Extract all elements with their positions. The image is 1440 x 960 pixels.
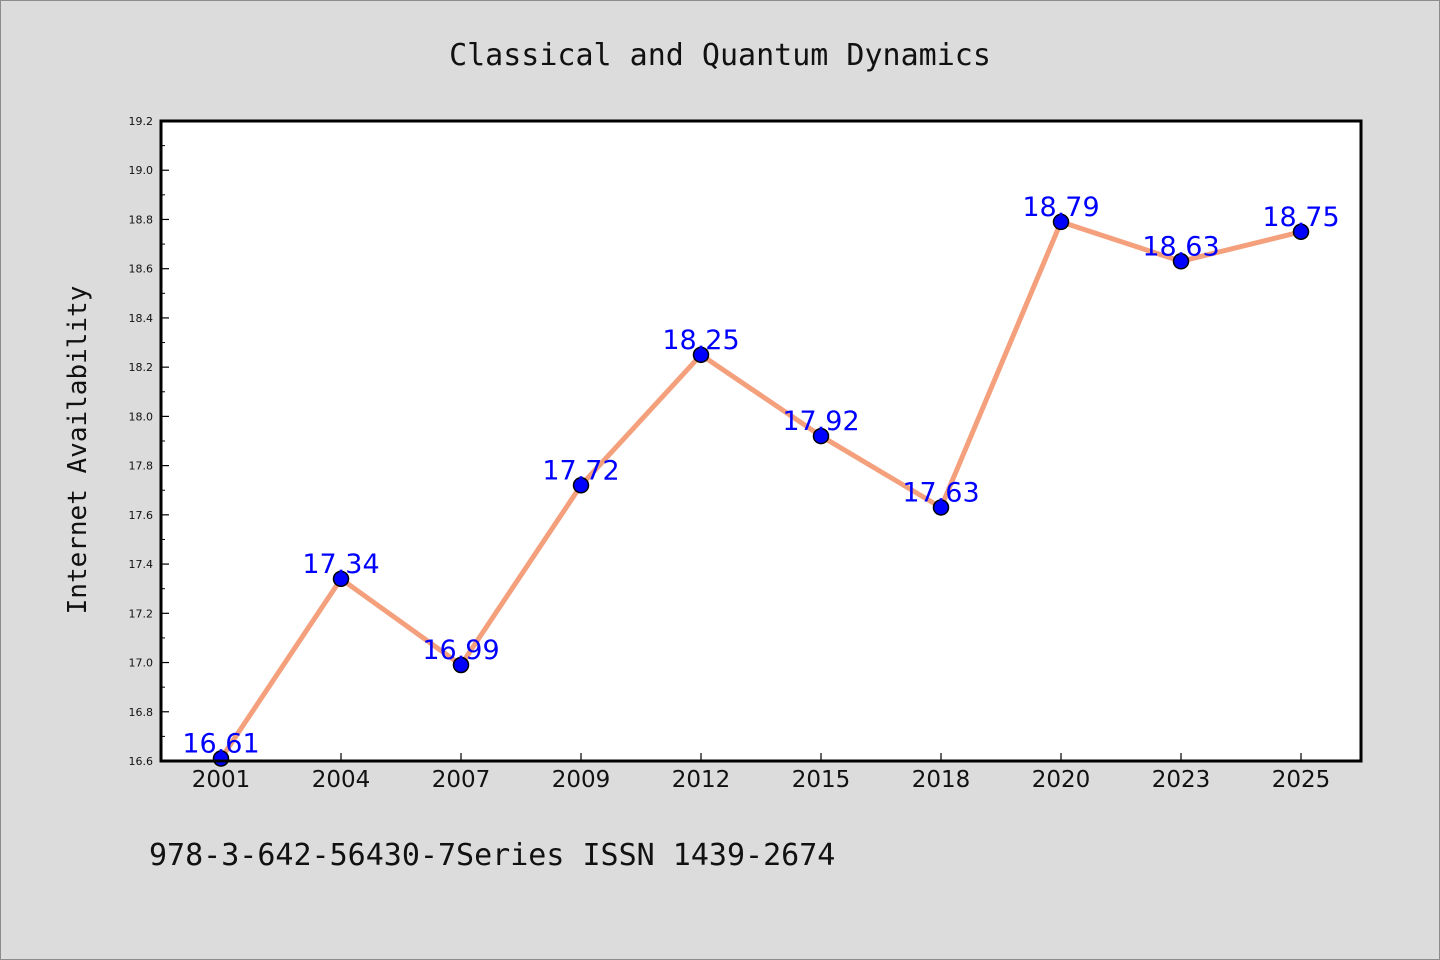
- data-label: 16.99: [422, 635, 499, 666]
- series-line: [218, 219, 1304, 762]
- y-tick-label: 19.0: [129, 164, 154, 177]
- y-tick-label: 18.8: [129, 213, 154, 226]
- plot-frame: [159, 119, 1363, 763]
- data-label: 17.92: [782, 406, 859, 437]
- data-label: 18.63: [1142, 231, 1219, 262]
- x-tick-label: 2009: [552, 767, 611, 793]
- y-tick-label: 16.6: [129, 755, 154, 768]
- data-point: [692, 346, 710, 364]
- y-tick-label: 16.8: [129, 706, 154, 719]
- y-tick-label: 17.0: [129, 657, 154, 670]
- data-point: [812, 427, 830, 445]
- y-tick-label: 18.4: [129, 312, 154, 325]
- data-labels-layer: 16.61 17.34 16.99 17.72 18.25 17.92 17.63 18.79…: [182, 192, 1339, 760]
- plot-area: [161, 121, 1361, 761]
- y-axis-ticks: 16.6 16.8 17.0 17.2 17.4 17.6 17.8 18.0 18.2 18.4…: [129, 115, 169, 768]
- data-label: 17.63: [902, 477, 979, 508]
- chart-title: Classical and Quantum Dynamics: [449, 38, 991, 73]
- footer-text: 978-3-642-56430-7Series ISSN 1439-2674: [149, 838, 835, 873]
- data-label: 17.72: [542, 455, 619, 486]
- x-tick-label: 2012: [672, 767, 731, 793]
- y-tick-label: 17.8: [129, 460, 154, 473]
- x-tick-label: 2004: [312, 767, 371, 793]
- y-tick-label: 17.6: [129, 509, 154, 522]
- x-tick-label: 2001: [192, 767, 251, 793]
- data-point: [1172, 253, 1190, 270]
- data-point: [572, 477, 590, 494]
- data-point: [332, 570, 350, 588]
- y-axis-label: Internet Availability: [63, 286, 93, 615]
- x-axis-ticks: 2001 2004 2007 2009 2012 2015 2018 2020 2023 2025: [192, 753, 1331, 793]
- x-tick-label: 2015: [792, 767, 851, 793]
- data-point: [452, 656, 470, 674]
- data-point: [1052, 213, 1070, 231]
- data-label: 17.34: [302, 549, 379, 580]
- y-tick-label: 19.2: [129, 115, 154, 128]
- x-tick-label: 2007: [432, 767, 491, 793]
- x-tick-label: 2020: [1032, 767, 1091, 793]
- y-tick-label: 17.2: [129, 607, 154, 620]
- y-tick-label: 17.4: [129, 558, 154, 571]
- x-tick-label: 2023: [1152, 767, 1211, 793]
- series-layer: [212, 213, 1310, 767]
- data-label: 18.75: [1262, 202, 1339, 233]
- data-label: 18.79: [1022, 192, 1099, 223]
- y-tick-label: 18.0: [129, 410, 154, 423]
- y-tick-label: 18.6: [129, 263, 154, 276]
- data-point: [1292, 223, 1310, 241]
- data-point: [932, 499, 950, 516]
- y-tick-label: 18.2: [129, 361, 154, 374]
- x-tick-label: 2025: [1272, 767, 1331, 793]
- x-tick-label: 2018: [912, 767, 971, 793]
- data-label: 18.25: [662, 325, 739, 356]
- data-label: 16.61: [182, 729, 259, 760]
